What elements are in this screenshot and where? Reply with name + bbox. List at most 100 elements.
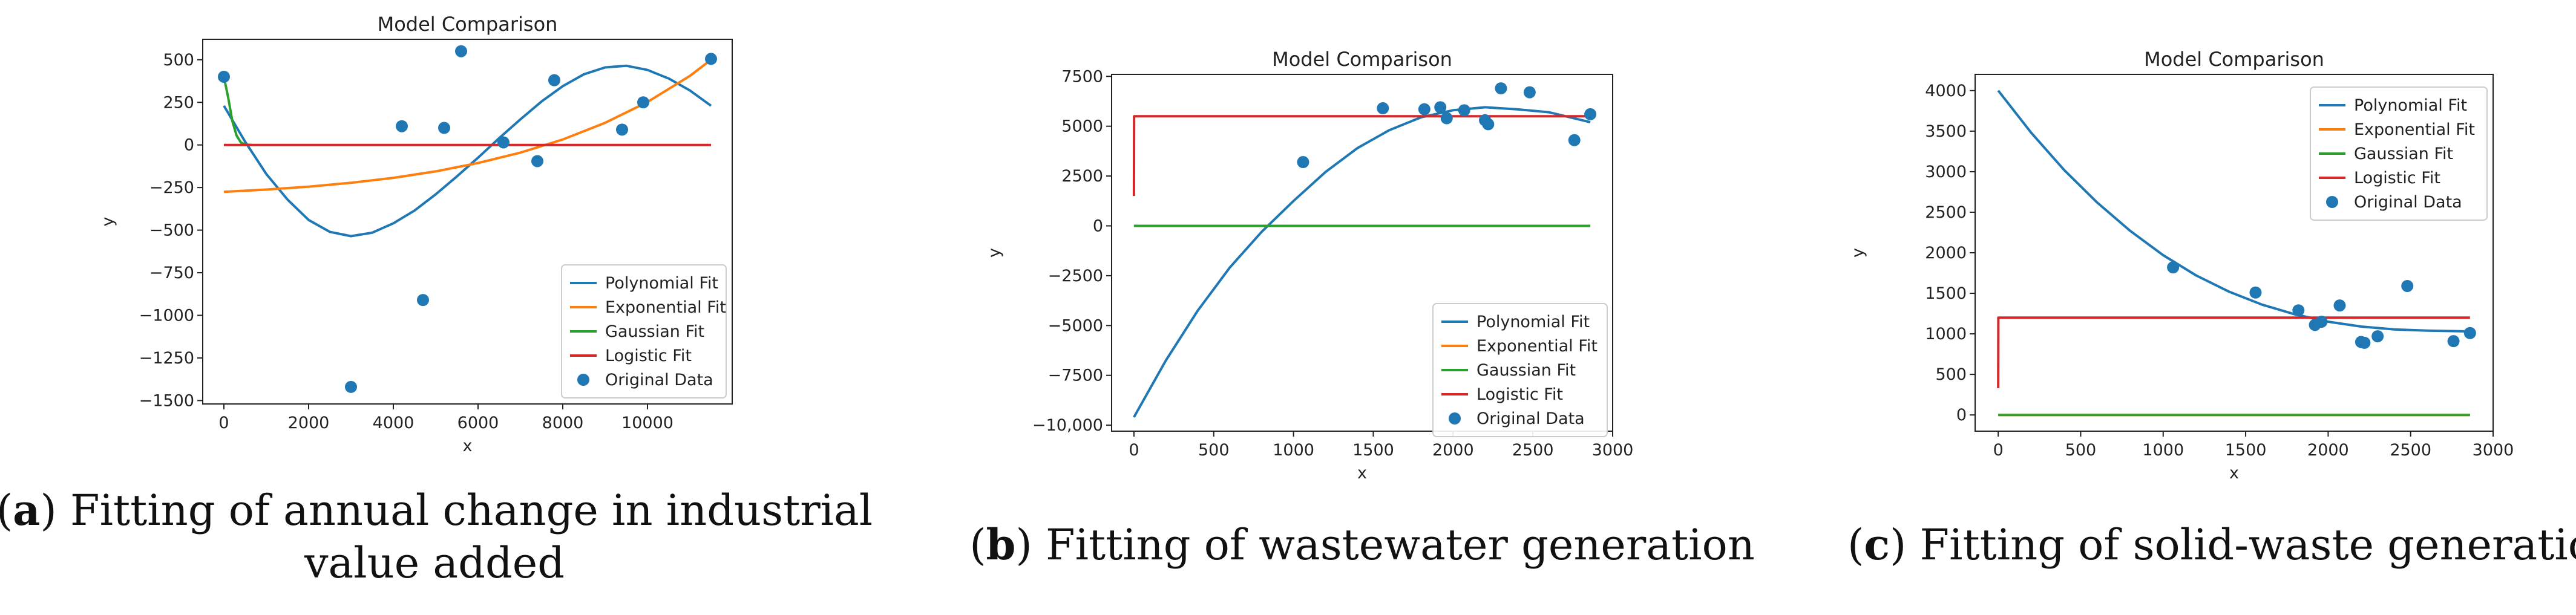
y-tick-label: 500: [163, 51, 194, 70]
caption-panel-letter: a: [13, 485, 40, 535]
legend-label: Original Data: [2354, 193, 2462, 212]
x-tick-label: 1500: [1352, 441, 1394, 460]
chart-panel-b: Model Comparison 0 500 1000 1500 2000 2500 3000…: [985, 48, 1633, 483]
data-point: [1377, 102, 1389, 115]
data-point: [1297, 156, 1309, 169]
legend-box: [1432, 303, 1608, 437]
chart-title: Model Comparison: [1272, 48, 1452, 71]
x-axis-label: x: [1357, 464, 1367, 483]
y-tick-label: −10,000: [1032, 416, 1103, 435]
legend-label: Gaussian Fit: [1476, 361, 1576, 380]
chart-title: Model Comparison: [2144, 48, 2324, 71]
y-tick-label: 500: [1935, 365, 1967, 384]
x-tick-label: 8000: [542, 414, 584, 432]
data-point: [218, 70, 230, 83]
legend-swatch-marker: [577, 374, 589, 386]
x-tick-label: 0: [218, 414, 229, 432]
chart-panel-a: Model Comparison 0 2000 4000 6000 8000 10000 −1…: [99, 13, 733, 455]
y-tick-label: −2500: [1048, 267, 1103, 285]
legend-label: Logistic Fit: [1476, 385, 1563, 404]
data-point: [1440, 112, 1453, 125]
data-point: [396, 120, 408, 132]
y-tick-label: 2000: [1925, 244, 1967, 262]
data-point: [1523, 86, 1536, 99]
legend-swatch-marker: [2326, 196, 2338, 208]
legend-label: Polynomial Fit: [2354, 96, 2467, 115]
caption-text: ) Fitting of solid-waste generation: [1890, 520, 2576, 570]
polynomial-fit-line: [223, 64, 712, 238]
x-tick-label: 0: [1129, 441, 1139, 460]
polynomial-fit-line: [1133, 106, 1591, 418]
y-tick-label: −5000: [1048, 316, 1103, 335]
x-tick-label: 6000: [457, 414, 499, 432]
caption-line: (c) Fitting of solid-waste generation: [1847, 519, 2576, 570]
data-point: [1584, 108, 1597, 120]
chart-panel-c: Model Comparison 0 500 1000 1500 2000 2500 3000…: [1849, 48, 2514, 483]
x-tick-label: 2500: [2390, 441, 2431, 460]
legend-label: Logistic Fit: [605, 347, 692, 365]
y-tick-label: 1500: [1925, 284, 1967, 303]
data-point: [497, 136, 510, 149]
polynomial-fit-line: [1997, 89, 2470, 333]
y-axis-label: y: [1849, 248, 1867, 258]
caption-panel-letter: c: [1864, 519, 1890, 570]
data-point: [2292, 304, 2305, 317]
x-tick-label: 1000: [2142, 441, 2184, 460]
data-point: [345, 380, 357, 393]
x-tick-label: 3000: [2473, 441, 2514, 460]
caption-text: ) Fitting of wastewater generation: [1015, 520, 1754, 570]
caption-paren-open: (: [969, 520, 986, 570]
legend-label: Logistic Fit: [2354, 169, 2440, 187]
y-tick-label: 7500: [1061, 67, 1103, 86]
data-point: [2447, 335, 2460, 348]
data-point: [1495, 82, 1507, 95]
x-tick-label: 10000: [621, 414, 673, 432]
data-point: [2371, 330, 2384, 343]
data-point: [2463, 327, 2476, 339]
y-tick-label: 4000: [1925, 82, 1967, 100]
data-point: [455, 45, 467, 57]
logistic-fit-line: [1997, 316, 2470, 388]
y-tick-label: 5000: [1061, 117, 1103, 136]
data-point: [548, 74, 560, 86]
x-tick-label: 500: [1198, 441, 1230, 460]
x-axis-label: x: [463, 437, 473, 455]
legend-label: Gaussian Fit: [605, 322, 704, 341]
legend-label: Exponential Fit: [1476, 337, 1598, 356]
data-point: [531, 155, 543, 168]
data-point: [616, 123, 628, 136]
legend-swatch-marker: [1449, 412, 1461, 425]
caption-line: (b) Fitting of wastewater generation: [969, 519, 1755, 570]
data-point: [2249, 286, 2262, 299]
caption-paren-open: (: [1847, 520, 1864, 570]
y-tick-label: 0: [1956, 406, 1967, 425]
y-tick-label: −1500: [139, 391, 194, 410]
y-tick-label: 1000: [1925, 325, 1967, 343]
data-point: [1434, 101, 1447, 114]
data-point: [705, 53, 717, 65]
panel-caption-c: (c) Fitting of solid-waste generation: [1847, 519, 2576, 570]
x-tick-label: 2000: [288, 414, 330, 432]
panel-caption-b: (b) Fitting of wastewater generation: [969, 519, 1755, 570]
legend-label: Gaussian Fit: [2354, 145, 2453, 163]
x-tick-label: 500: [2065, 441, 2097, 460]
plot-frame: [1111, 74, 1613, 432]
legend-label: Original Data: [1476, 409, 1585, 428]
legend-box: [561, 264, 727, 399]
y-tick-label: 3000: [1925, 163, 1967, 181]
y-tick-label: 3500: [1925, 122, 1967, 141]
y-tick-label: −1250: [139, 349, 194, 368]
legend: Polynomial Fit Exponential Fit Gaussian Fi…: [561, 264, 727, 399]
data-point: [438, 122, 450, 134]
legend-label: Exponential Fit: [605, 298, 726, 317]
y-tick-label: 2500: [1061, 167, 1103, 186]
x-tick-label: 1000: [1273, 441, 1314, 460]
exponential-fit-line: [223, 59, 712, 194]
y-tick-label: 0: [1093, 217, 1103, 236]
data-point: [2401, 279, 2414, 292]
data-point: [2333, 299, 2346, 312]
y-axis-label: y: [985, 248, 1004, 258]
data-point: [417, 294, 429, 307]
x-tick-label: 2000: [1432, 441, 1474, 460]
